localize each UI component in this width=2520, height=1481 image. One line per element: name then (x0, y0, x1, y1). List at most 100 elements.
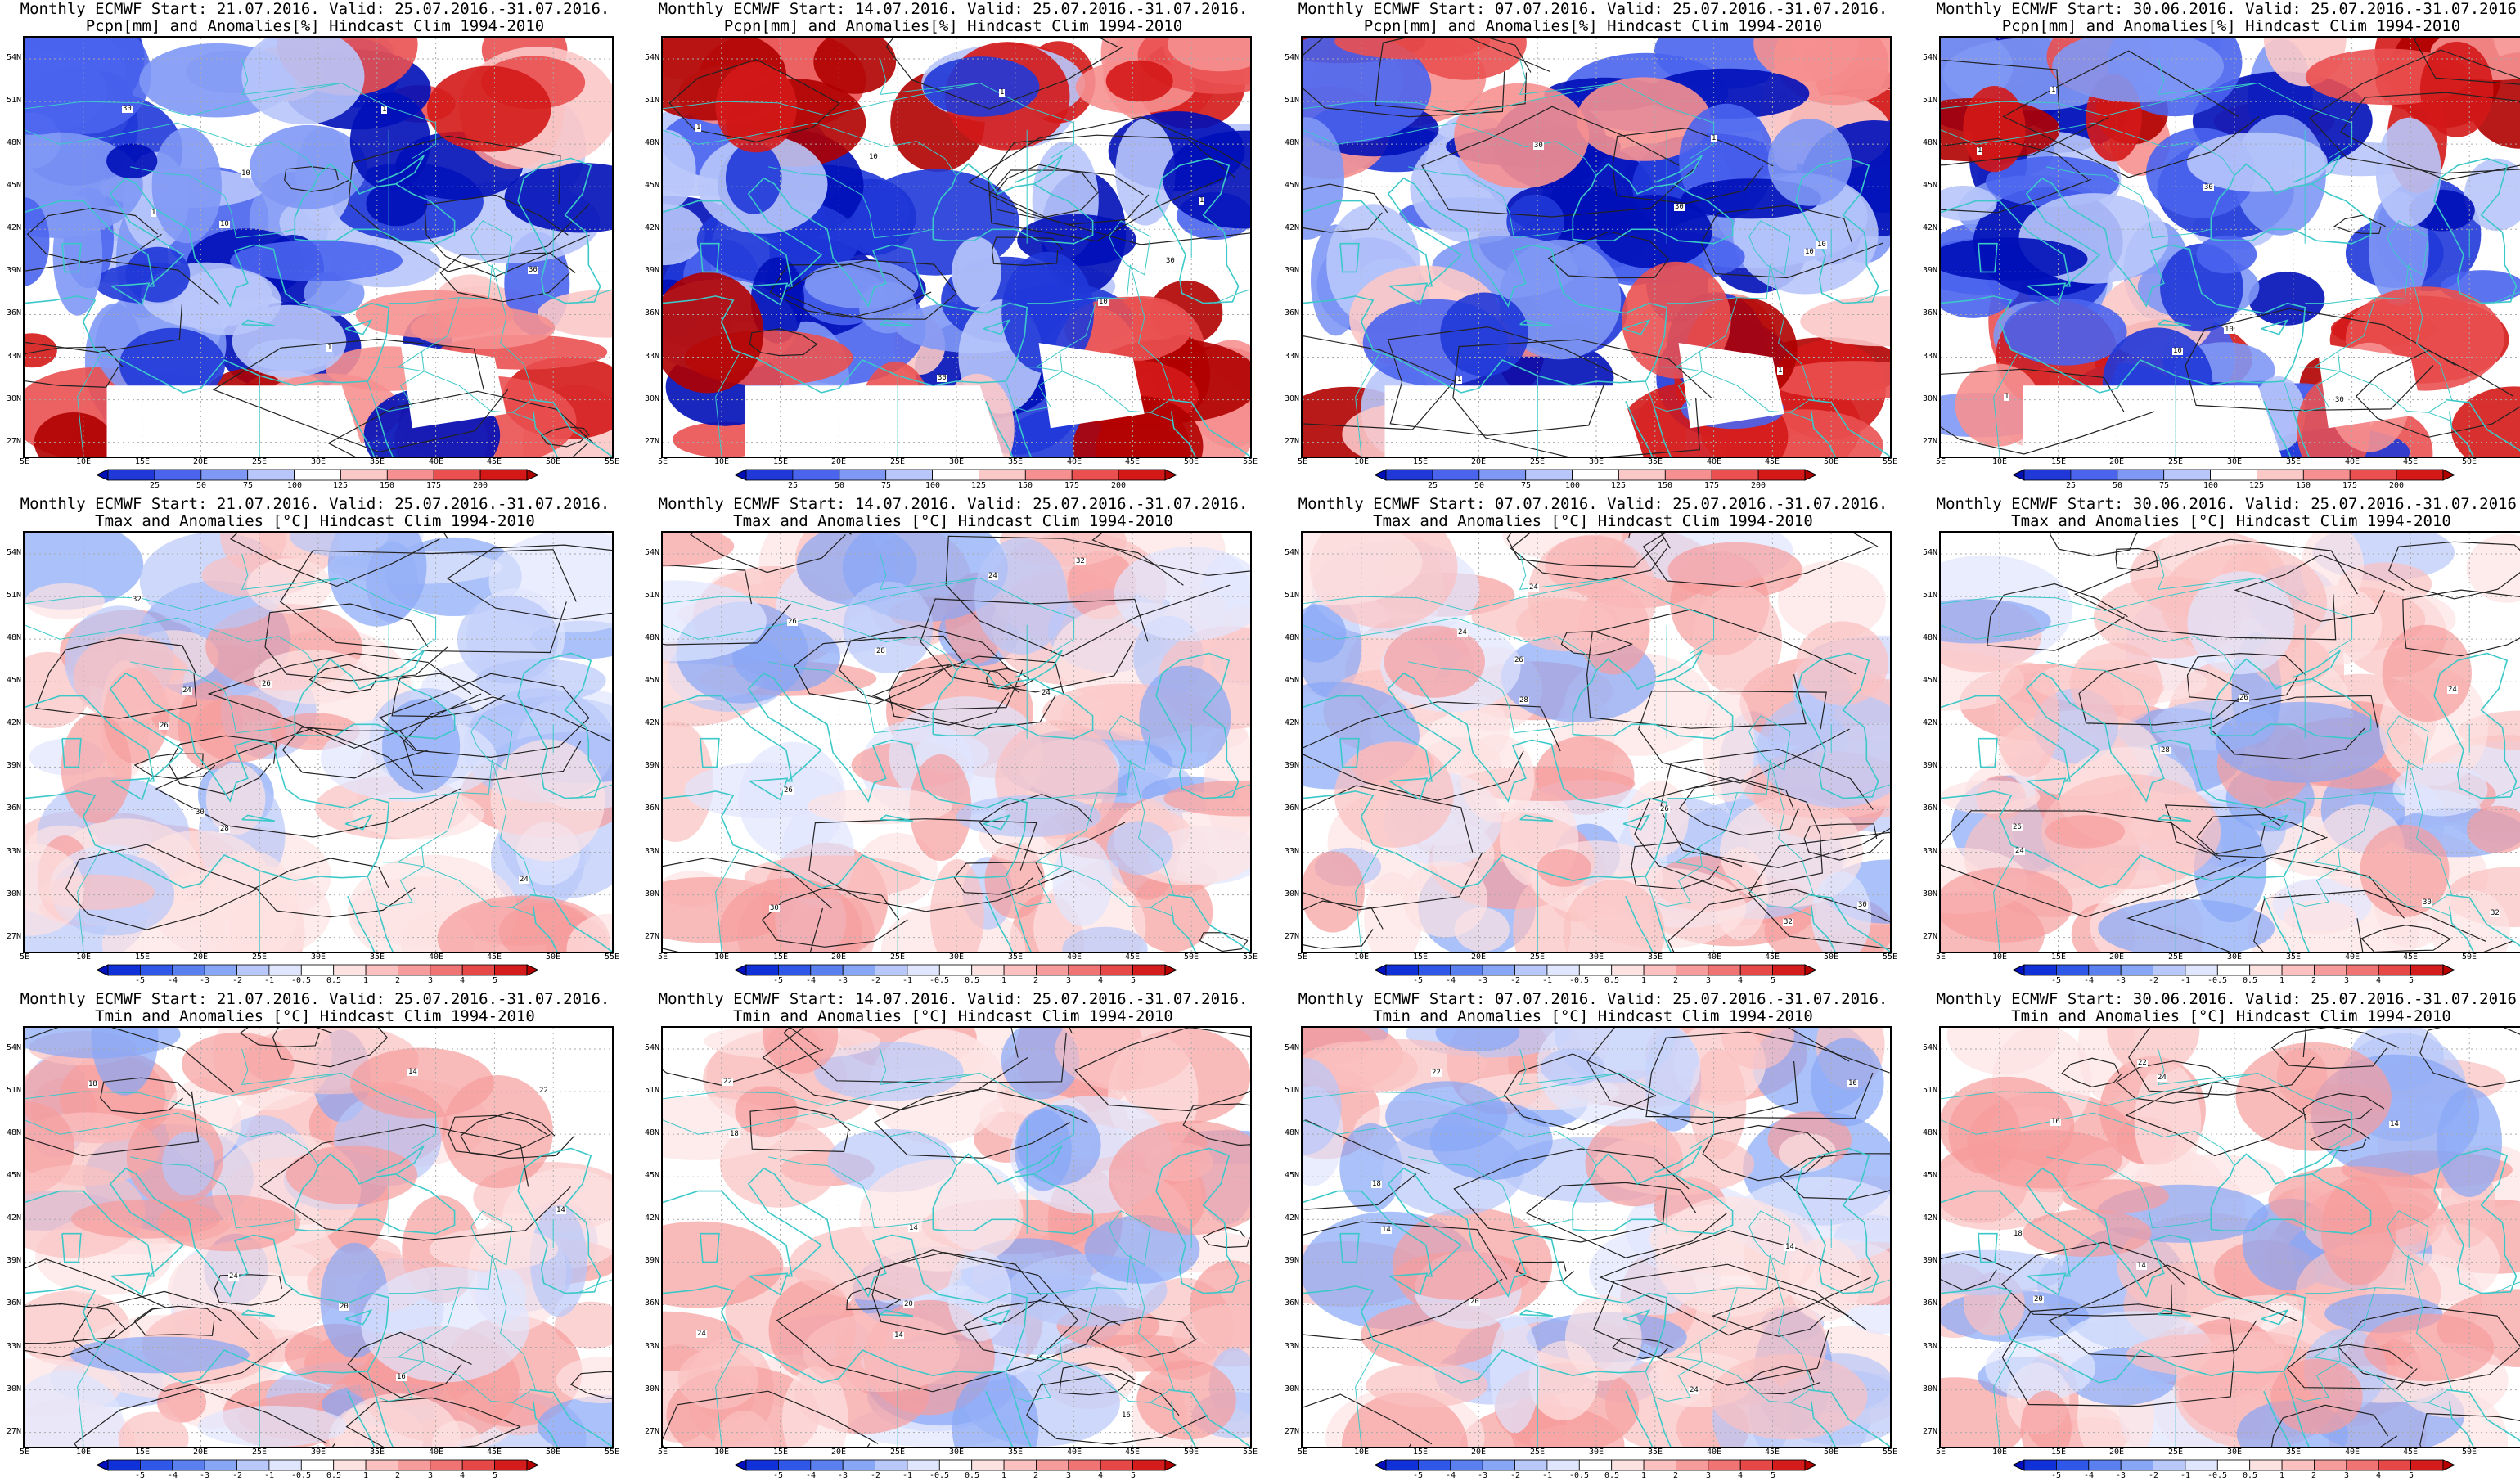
longitude-tick-label: 20E (184, 953, 217, 961)
contour-value-label: 26 (159, 722, 169, 730)
longitude-tick-label: 40E (1058, 1448, 1091, 1456)
panel-title-line2: Pcpn[mm] and Anomalies[%] Hindcast Clim … (1916, 18, 2520, 35)
longitude-tick-label: 30E (2218, 458, 2251, 466)
latitude-tick-label: 42N (1278, 1214, 1299, 1222)
latitude-tick-label: 39N (1278, 1257, 1299, 1265)
latitude-tick-label: 51N (1916, 97, 1937, 105)
contour-value-label: 10 (219, 221, 230, 228)
contour-value-label: 1 (326, 344, 332, 352)
contour-value-label: 30 (1857, 902, 1868, 909)
longitude-tick-label: 55E (2512, 953, 2520, 961)
longitude-tick-label: 10E (67, 458, 100, 466)
panel-title-line2: Tmax and Anomalies [°C] Hindcast Clim 19… (0, 513, 630, 530)
longitude-tick-label: 10E (705, 1448, 738, 1456)
colorbar-tick-label: 3 (2330, 976, 2363, 985)
longitude-tick-label: 30E (2218, 1448, 2251, 1456)
colorbar-tick-label: 1 (988, 976, 1020, 985)
longitude-tick-label: 30E (940, 1448, 973, 1456)
latitude-tick-label: 33N (1278, 848, 1299, 856)
contour-value-label: 1 (695, 124, 701, 132)
contour-value-label: 26 (2239, 695, 2249, 702)
latitude-tick-label: 45N (1278, 1172, 1299, 1180)
latitude-tick-label: 27N (638, 438, 659, 446)
longitude-tick-label: 35E (999, 1448, 1032, 1456)
colorbar-tick-label: -0.5 (285, 976, 317, 985)
map-panel-pcpn-3: Monthly ECMWF Start: 07.07.2016. Valid: … (1278, 0, 1908, 491)
longitude-tick-label: 30E (1580, 458, 1613, 466)
longitude-tick-label: 30E (1580, 953, 1613, 961)
map-panel-tmin-4: Monthly ECMWF Start: 30.06.2016. Valid: … (1916, 990, 2520, 1481)
panel-title-line1: Monthly ECMWF Start: 14.07.2016. Valid: … (638, 496, 1268, 513)
map-panel-pcpn-1: Monthly ECMWF Start: 21.07.2016. Valid: … (0, 0, 630, 491)
longitude-tick-label: 20E (184, 1448, 217, 1456)
colorbar-tick-label: -0.5 (923, 976, 956, 985)
contour-value-label: 32 (132, 596, 142, 604)
latitude-tick-label: 30N (0, 1385, 21, 1393)
panel-title-line2: Pcpn[mm] and Anomalies[%] Hindcast Clim … (0, 18, 630, 35)
contour-value-label: 32 (2490, 910, 2500, 917)
colorbar-tick-label: -3 (826, 976, 859, 985)
contour-value-label: 10 (868, 154, 879, 161)
longitude-tick-label: 45E (2394, 1448, 2427, 1456)
latitude-tick-label: 27N (0, 933, 21, 941)
latitude-tick-label: 39N (0, 267, 21, 275)
longitude-tick-label: 20E (2100, 458, 2133, 466)
colorbar-tick-label: 100 (916, 481, 949, 490)
longitude-tick-label: 10E (705, 458, 738, 466)
longitude-tick-label: 50E (1815, 458, 1847, 466)
latitude-tick-label: 42N (1916, 719, 1937, 727)
contour-value-label: 14 (1381, 1227, 1392, 1234)
map-panel-pcpn-4: Monthly ECMWF Start: 30.06.2016. Valid: … (1916, 0, 2520, 491)
latitude-tick-label: 45N (638, 182, 659, 190)
latitude-tick-label: 33N (1916, 353, 1937, 361)
latitude-tick-label: 33N (1278, 1343, 1299, 1351)
colorbar-tick-label: -5 (124, 976, 156, 985)
longitude-tick-label: 35E (361, 953, 394, 961)
contour-value-label: 16 (2050, 1119, 2061, 1126)
panel-title-line1: Monthly ECMWF Start: 30.06.2016. Valid: … (1916, 991, 2520, 1008)
longitude-tick-label: 15E (126, 1448, 159, 1456)
longitude-tick-label: 50E (537, 458, 569, 466)
panel-title-line2: Tmax and Anomalies [°C] Hindcast Clim 19… (638, 513, 1268, 530)
longitude-tick-label: 40E (2336, 1448, 2369, 1456)
longitude-tick-label: 25E (2159, 1448, 2192, 1456)
longitude-tick-label: 10E (1983, 1448, 2016, 1456)
contour-value-label: 16 (1121, 1412, 1132, 1420)
colorbar-tick-label: 125 (962, 481, 995, 490)
contour-value-label: 28 (2160, 747, 2171, 754)
latitude-tick-label: 48N (1916, 1129, 1937, 1137)
contour-value-label: 20 (339, 1303, 349, 1311)
colorbar-tick-label: -3 (188, 976, 221, 985)
colorbar-tick-label: 1 (1627, 976, 1660, 985)
longitude-tick-label: 50E (2453, 953, 2486, 961)
longitude-tick-label: 25E (1521, 458, 1554, 466)
contour-value-label: 14 (893, 1332, 904, 1339)
contour-value-label: 14 (1784, 1244, 1795, 1251)
longitude-tick-label: 40E (1698, 1448, 1730, 1456)
panel-title-line1: Monthly ECMWF Start: 30.06.2016. Valid: … (1916, 1, 2520, 18)
longitude-tick-label: 15E (2042, 1448, 2075, 1456)
latitude-tick-label: 27N (0, 438, 21, 446)
longitude-tick-label: 20E (1462, 953, 1495, 961)
colorbar-tick-label: -5 (762, 976, 794, 985)
longitude-tick-label: 45E (1756, 1448, 1789, 1456)
latitude-tick-label: 48N (1916, 634, 1937, 642)
longitude-tick-label: 55E (596, 458, 628, 466)
colorbar-tick-label: 50 (2101, 481, 2134, 490)
contour-value-label: 1 (999, 89, 1005, 97)
colorbar-tick-label: -3 (2104, 976, 2137, 985)
longitude-tick-label: 50E (1175, 953, 1208, 961)
longitude-tick-label: 45E (1756, 953, 1789, 961)
longitude-tick-label: 45E (1756, 458, 1789, 466)
contour-value-label: 24 (228, 1273, 239, 1281)
latitude-tick-label: 27N (1916, 933, 1937, 941)
latitude-tick-label: 33N (638, 848, 659, 856)
latitude-tick-label: 54N (0, 549, 21, 557)
longitude-tick-label: 5E (1286, 458, 1319, 466)
contour-value-label: 30 (195, 809, 205, 817)
colorbar-tick-label: 5 (1757, 976, 1789, 985)
contour-value-label: 26 (1514, 657, 1524, 664)
latitude-tick-label: 33N (1278, 353, 1299, 361)
